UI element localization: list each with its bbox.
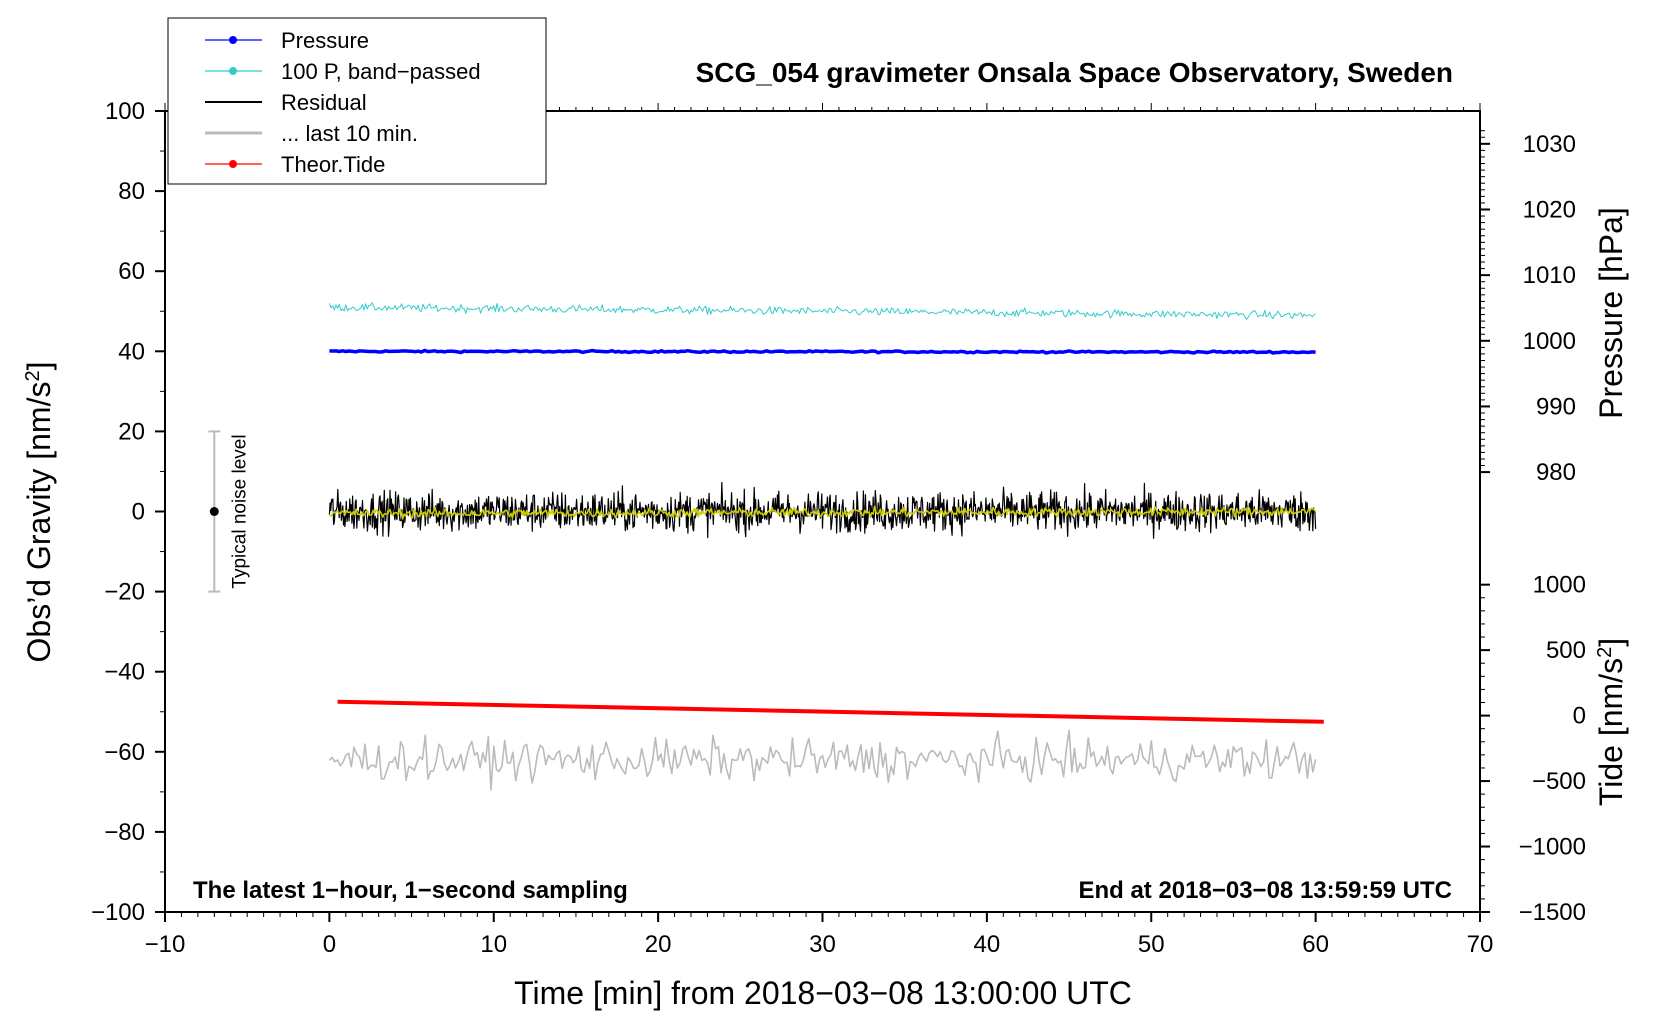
y-tick-label: 20: [118, 418, 145, 445]
x-tick-label: −10: [145, 931, 186, 958]
tide-tick-label: 1000: [1533, 572, 1586, 599]
pressure-tick-label: 1010: [1523, 262, 1576, 289]
legend-label: ... last 10 min.: [281, 121, 418, 146]
x-tick-label: 60: [1302, 931, 1329, 958]
y-tick-label: 80: [118, 178, 145, 205]
tide-tick-label: −500: [1532, 768, 1586, 795]
y-tick-label: −20: [104, 579, 145, 606]
y-axis-right: 980 990 1000 1010 1020 1030 −1500 −1000 −500 0 500…: [1480, 130, 1586, 926]
pressure-tick-label: 980: [1536, 459, 1576, 486]
tide-tick-label: −1500: [1519, 899, 1586, 926]
chart-title: SCG_054 gravimeter Onsala Space Observat…: [696, 57, 1453, 88]
tide-tick-label: 0: [1573, 703, 1586, 730]
series-100-p-band-passed: [328, 302, 1316, 320]
legend: Pressure 100 P, band−passed Residual ... la…: [167, 17, 547, 185]
x-tick-label: 20: [645, 931, 672, 958]
x-axis: −10 0 10 20 30 40 50 60 70: [145, 912, 1494, 958]
y-axis-left-title-sup: 2: [22, 370, 44, 381]
y-axis-left: −100 −80 −60 −40 −20 0 20 40 60 80 100: [91, 98, 165, 926]
y-axis-right-tide-title-sup: 2: [1594, 647, 1616, 658]
y-tick-label: 60: [118, 258, 145, 285]
y-axis-right-tide-title-main: Tide [nm/s: [1593, 658, 1629, 806]
annotation-latest-hour: The latest 1−hour, 1−second sampling: [193, 877, 628, 904]
tide-tick-label: −1000: [1519, 834, 1586, 861]
legend-label: Pressure: [281, 28, 369, 53]
series-theor-tide: [337, 699, 1324, 724]
series-residual: [328, 481, 1317, 539]
series-last-10-min: [328, 729, 1317, 791]
y-tick-label: 100: [105, 98, 145, 125]
y-axis-left-title-close: ]: [21, 362, 57, 371]
x-tick-label: 70: [1467, 931, 1494, 958]
series-pressure: [329, 348, 1316, 355]
y-tick-label: −40: [104, 659, 145, 686]
noise-bar-label: Typical noise level: [229, 434, 250, 588]
tide-tick-label: 500: [1546, 637, 1586, 664]
legend-swatch-marker: [229, 160, 237, 168]
y-axis-right-tide-title-close: ]: [1593, 638, 1629, 647]
legend-label: Theor.Tide: [281, 152, 385, 177]
typical-noise-level-bar: Typical noise level: [208, 430, 250, 593]
y-axis-left-title-main: Obs’d Gravity [nm/s: [21, 382, 57, 663]
series-layer: [328, 302, 1324, 791]
x-axis-title: Time [min] from 2018−03−08 13:00:00 UTC: [514, 975, 1132, 1011]
y-tick-label: −100: [91, 899, 145, 926]
legend-swatch-marker: [229, 67, 237, 75]
y-tick-label: 0: [132, 499, 145, 526]
y-tick-label: −80: [104, 819, 145, 846]
x-tick-label: 10: [480, 931, 507, 958]
x-tick-label: 50: [1138, 931, 1165, 958]
legend-label: Residual: [281, 90, 367, 115]
x-tick-label: 40: [974, 931, 1001, 958]
y-axis-right-tide-title: Tide [nm/s2]: [1593, 638, 1629, 806]
noise-bar-center-dot: [209, 507, 219, 516]
legend-swatch-marker: [229, 36, 237, 44]
pressure-tick-label: 1020: [1523, 196, 1576, 223]
pressure-tick-label: 1000: [1523, 328, 1576, 355]
y-axis-left-title: Obs’d Gravity [nm/s2]: [21, 362, 57, 663]
x-tick-label: 30: [809, 931, 836, 958]
y-axis-right-pressure-title: Pressure [hPa]: [1593, 207, 1629, 419]
pressure-tick-label: 990: [1536, 393, 1576, 420]
y-tick-label: −60: [104, 739, 145, 766]
legend-label: 100 P, band−passed: [281, 59, 481, 84]
pressure-tick-label: 1030: [1523, 131, 1576, 158]
y-tick-label: 40: [118, 338, 145, 365]
annotation-end-time: End at 2018−03−08 13:59:59 UTC: [1078, 877, 1452, 904]
series-residual-smoothed: [329, 505, 1317, 520]
x-tick-label: 0: [323, 931, 336, 958]
